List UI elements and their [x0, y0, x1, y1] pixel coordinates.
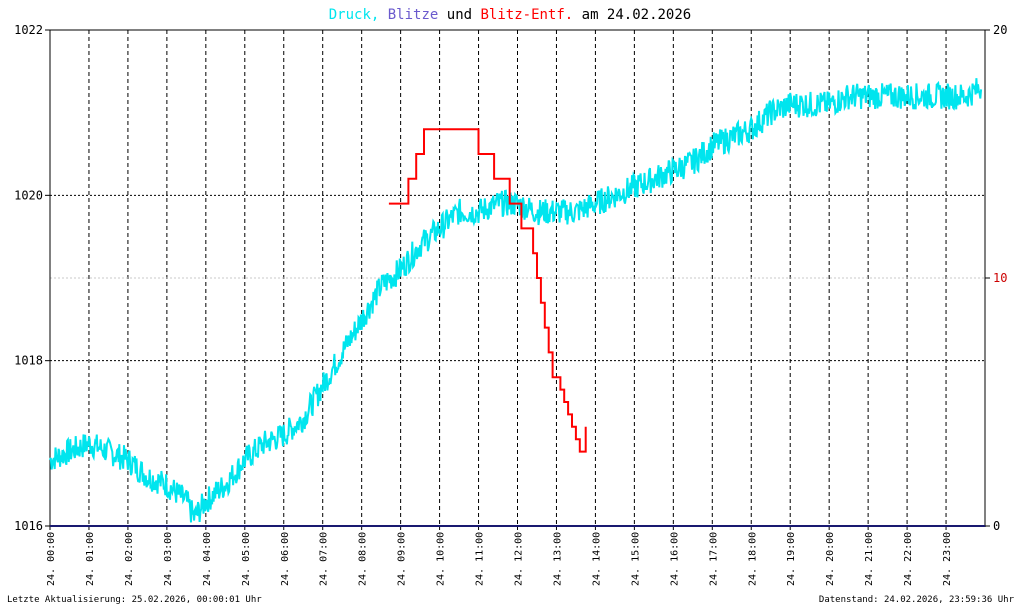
- x-tick-label: 24. 07:00: [319, 532, 330, 586]
- chart-title-text: Druck, Blitze und Blitz-Entf. am 24.02.2…: [329, 7, 691, 23]
- title-part: am 24.02.2026: [573, 7, 691, 23]
- x-tick-label: 24. 00:00: [46, 532, 57, 586]
- title-part: Blitz-Entf.: [472, 7, 573, 23]
- y-tick-label-left: 1016: [14, 519, 43, 533]
- x-tick-label: 24. 12:00: [514, 532, 525, 586]
- x-tick-label: 24. 10:00: [436, 532, 447, 586]
- y-tick-label-left: 1020: [14, 188, 43, 202]
- x-tick-label: 24. 16:00: [669, 532, 680, 586]
- grid: [50, 30, 985, 526]
- x-tick-label: 24. 08:00: [358, 532, 369, 586]
- x-tick-label: 24. 05:00: [241, 532, 252, 586]
- x-tick-label: 24. 19:00: [786, 532, 797, 586]
- x-tick-label: 24. 23:00: [942, 532, 953, 586]
- x-tick-label: 24. 17:00: [708, 532, 719, 586]
- x-tick-label: 24. 20:00: [825, 532, 836, 586]
- y-tick-label-left: 1022: [14, 23, 43, 37]
- chart-title: Druck, Blitze und Blitz-Entf. am 24.02.2…: [329, 7, 691, 23]
- x-tick-label: 24. 04:00: [202, 532, 213, 586]
- y-tick-label-right: 20: [993, 23, 1007, 37]
- x-tick-label: 24. 03:00: [163, 532, 174, 586]
- footer-data-status: Datenstand: 24.02.2026, 23:59:36 Uhr: [819, 595, 1015, 605]
- x-tick-label: 24. 02:00: [124, 532, 135, 586]
- x-tick-label: 24. 06:00: [280, 532, 291, 586]
- title-part: Druck,: [329, 7, 380, 23]
- x-tick-label: 24. 11:00: [475, 532, 486, 586]
- x-tick-label: 24. 21:00: [864, 532, 875, 586]
- series-line-blitz-entf: [388, 128, 587, 453]
- title-part: Blitze: [379, 7, 438, 23]
- x-tick-label: 24. 18:00: [747, 532, 758, 586]
- y-tick-label-right: 0: [993, 519, 1000, 533]
- series-group: [49, 78, 985, 527]
- footer-last-update: Letzte Aktualisierung: 25.02.2026, 00:00…: [7, 595, 262, 605]
- x-tick-label: 24. 01:00: [85, 532, 96, 586]
- x-tick-label: 24. 13:00: [552, 532, 563, 586]
- x-tick-label: 24. 22:00: [903, 532, 914, 586]
- title-part: und: [438, 7, 472, 23]
- x-tick-label: 24. 14:00: [591, 532, 602, 586]
- y-tick-label-right: 10: [993, 271, 1007, 285]
- series-line-druck: [49, 78, 983, 523]
- x-tick-label: 24. 09:00: [397, 532, 408, 586]
- y-tick-label-left: 1018: [14, 354, 43, 368]
- axes: [45, 29, 990, 530]
- x-tick-label: 24. 15:00: [630, 532, 641, 586]
